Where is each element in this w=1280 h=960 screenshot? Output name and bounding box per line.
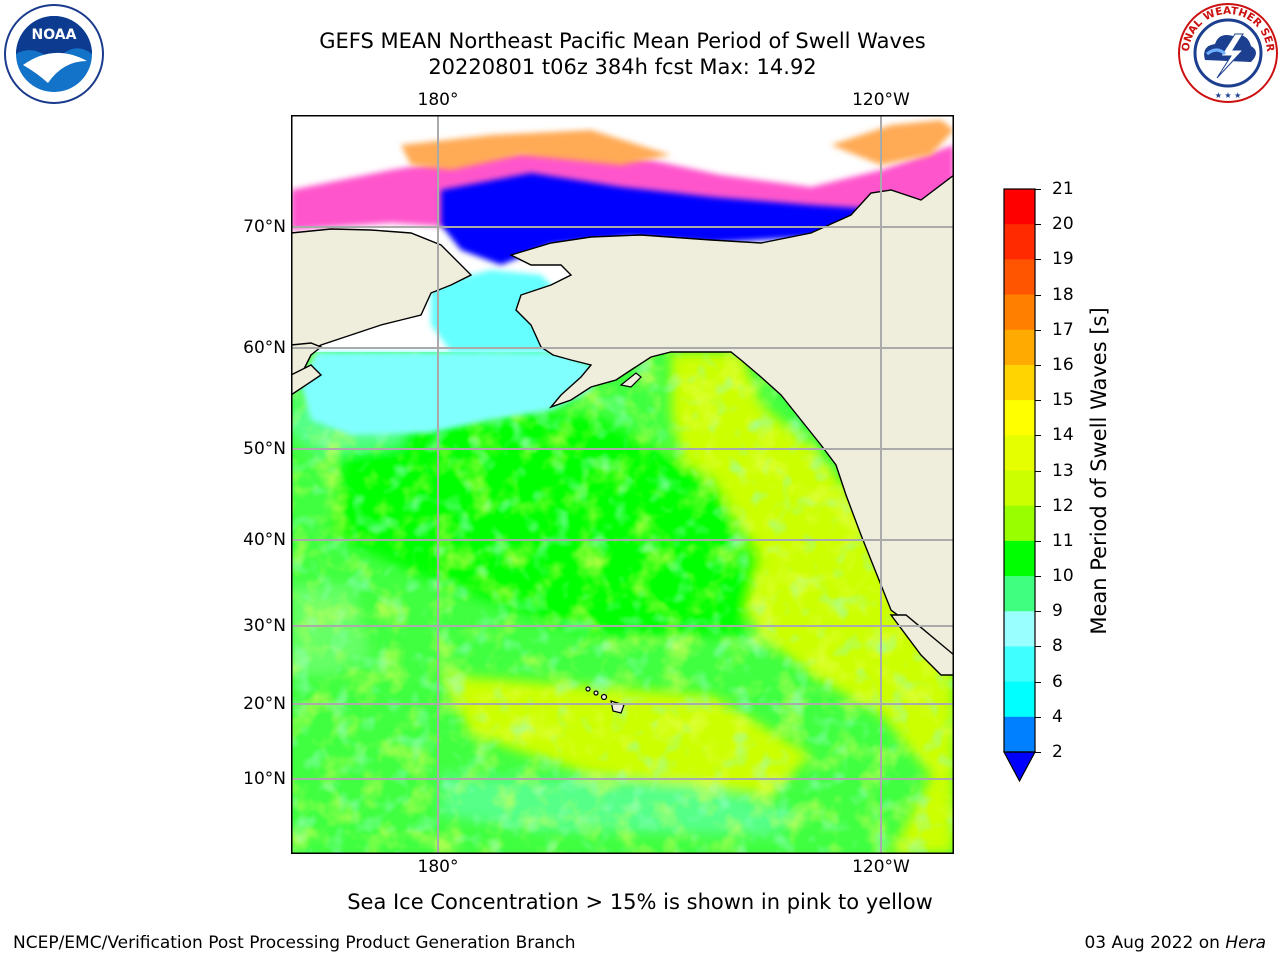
colorbar-tick: 18 (1052, 284, 1074, 305)
colorbar-band (1004, 224, 1035, 260)
colorbar-tick-mark (1035, 435, 1041, 437)
colorbar-tick-mark (1035, 576, 1041, 578)
colorbar-tick-mark (1035, 611, 1041, 613)
colorbar-tick: 12 (1052, 495, 1074, 516)
colorbar-tick: 15 (1052, 390, 1074, 411)
footer-date: 03 Aug 2022 on Hera (1084, 933, 1266, 953)
colorbar-tick: 6 (1052, 671, 1063, 692)
colorbar-tick-mark (1035, 505, 1041, 507)
lat-tick-60n: 60°N (243, 338, 286, 358)
colorbar-band (1004, 611, 1035, 647)
colorbar-tick: 16 (1052, 354, 1074, 375)
sea-ice-footnote: Sea Ice Concentration > 15% is shown in … (347, 890, 933, 914)
colorbar-tick: 21 (1052, 179, 1074, 199)
colorbar-label: Mean Period of Swell Waves [s] (1087, 307, 1111, 635)
colorbar-tick: 11 (1052, 530, 1074, 551)
colorbar-band (1004, 294, 1035, 331)
colorbar-band (1004, 646, 1035, 683)
colorbar-band (1004, 435, 1035, 471)
footer-host: Hera (1225, 933, 1266, 953)
colorbar-tick-mark (1035, 400, 1041, 402)
lon-tick-top-120w: 120°W (852, 90, 910, 110)
colorbar-band (1004, 400, 1035, 436)
svg-text:★ ★ ★: ★ ★ ★ (1215, 91, 1242, 100)
colorbar-band (1004, 329, 1035, 366)
nws-logo-icon: NATIONAL WEATHER SERVICE ★ ★ ★ (1177, 2, 1278, 103)
colorbar-tick-mark (1035, 470, 1041, 472)
lat-tick-30n: 30°N (243, 616, 286, 636)
colorbar-band (1004, 716, 1035, 753)
colorbar-tick-mark (1035, 259, 1041, 261)
colorbar-tick: 10 (1052, 566, 1074, 587)
colorbar-extend-arrow (1002, 751, 1037, 783)
lat-tick-40n: 40°N (243, 530, 286, 550)
colorbar-tick: 20 (1052, 214, 1074, 235)
colorbar-tick-mark (1035, 294, 1041, 296)
colorbar-tick-mark (1035, 752, 1041, 753)
svg-text:NOAA: NOAA (32, 27, 77, 43)
bering-sea-field (301, 352, 601, 435)
land (291, 174, 954, 676)
lat-tick-20n: 20°N (243, 694, 286, 714)
noaa-logo-icon: NOAA (4, 4, 104, 104)
map-title: GEFS MEAN Northeast Pacific Mean Period … (319, 29, 926, 53)
credit-text: NCEP/EMC/Verification Post Processing Pr… (13, 933, 576, 953)
colorbar-tick: 9 (1052, 601, 1063, 622)
lon-tick-bottom-120w: 120°W (852, 857, 910, 877)
graticule (291, 115, 954, 854)
colorbar-band (1004, 364, 1035, 401)
lon-tick-bottom-180: 180° (417, 857, 459, 877)
colorbar-tick: 19 (1052, 249, 1074, 270)
map-subtitle: 20220801 t06z 384h fcst Max: 14.92 (428, 55, 817, 79)
colorbar-tick: 13 (1052, 460, 1074, 481)
colorbar-tick-mark (1035, 540, 1041, 542)
colorbar-tick-mark (1035, 224, 1041, 226)
colorbar-tick-mark (1035, 681, 1041, 683)
lon-tick-top-180: 180° (417, 90, 459, 110)
colorbar-tick-mark (1035, 646, 1041, 648)
lat-tick-10n: 10°N (243, 769, 286, 789)
colorbar-tick: 2 (1052, 742, 1063, 762)
colorbar-tick: 4 (1052, 706, 1063, 727)
colorbar-band (1004, 576, 1035, 612)
colorbar-band (1004, 470, 1035, 507)
colorbar-tick-mark (1035, 364, 1041, 366)
lat-tick-70n: 70°N (243, 217, 286, 237)
colorbar-band (1004, 681, 1035, 718)
colorbar-tick-mark (1035, 189, 1041, 190)
colorbar-band (1004, 505, 1035, 542)
colorbar-tick-mark (1035, 716, 1041, 718)
colorbar-tick: 17 (1052, 319, 1074, 340)
map (291, 115, 954, 854)
colorbar-band (1004, 259, 1035, 296)
lat-tick-50n: 50°N (243, 439, 286, 459)
colorbar-band (1004, 189, 1035, 225)
colorbar (1002, 188, 1037, 783)
colorbar-tick-mark (1035, 329, 1041, 331)
colorbar-tick: 14 (1052, 425, 1074, 446)
colorbar-tick: 8 (1052, 636, 1063, 657)
colorbar-band (1004, 540, 1035, 577)
